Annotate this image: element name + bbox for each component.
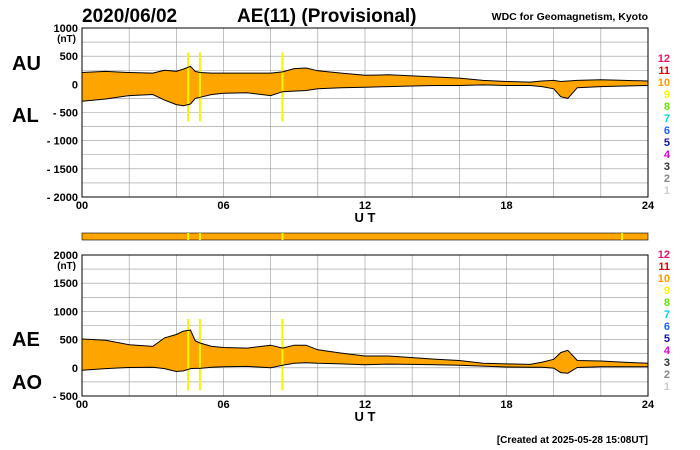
index-band-area [82,330,648,374]
au-label: AU [12,53,41,75]
legend-level-label: 5 [664,333,670,345]
y-tick-label: - 2000 [47,192,78,204]
legend-level-label: 8 [664,297,670,309]
legend-level-label: 1 [664,381,670,393]
legend-level-label: 4 [664,345,671,357]
x-tick-label: 18 [500,399,512,411]
x-axis-label: U T [355,409,376,424]
y-tick-label: - 1000 [47,136,78,148]
legend-level-label: 6 [664,321,670,333]
legend-level-label: 10 [658,273,670,285]
unit-label: (nT) [57,261,76,272]
x-tick-label: 00 [76,200,88,212]
y-tick-label: 500 [60,51,78,63]
y-tick-label: 0 [72,363,78,375]
plot-frame [81,27,649,198]
x-tick-label: 06 [217,200,229,212]
y-tick-label: 500 [60,335,78,347]
series-line-al [81,84,649,107]
y-tick-label: - 500 [53,391,78,403]
al-label: AL [12,105,39,127]
legend-level-label: 2 [664,369,670,381]
au-al-panel: 1000 500 0 - 500 - 1000 - 1500 - 2000 (nT) 00 06 1… [47,23,655,225]
x-tick-label: 00 [76,399,88,411]
created-timestamp: [Created at 2025-05-28 15:08UT] [497,435,648,446]
x-tick-label: 12 [359,200,371,212]
series-line-ao [81,362,648,374]
legend-level-label: 9 [664,285,670,297]
index-band-area [82,66,648,106]
legend-level-label: 8 [664,101,670,113]
x-tick-label: 06 [217,399,229,411]
legend-level-label: 7 [664,113,670,125]
legend-level-label: 11 [658,65,670,77]
legend-level-label: 4 [664,149,671,161]
x-tick-label: 24 [642,399,655,411]
legend-level-label: 3 [664,357,670,369]
plot-frame [81,254,649,397]
date-title: 2020/06/02 [82,6,177,27]
station-status-bar [81,232,649,241]
legend-level-label: 7 [664,309,670,321]
series-line-au [81,65,649,83]
x-tick-label: 18 [500,200,512,212]
legend-level-label: 9 [664,89,670,101]
series-line-ae [81,329,649,365]
legend-level-label: 6 [664,125,670,137]
index-title: AE(11) (Provisional) [237,6,417,27]
y-tick-label: - 1500 [47,164,78,176]
y-tick-label: - 500 [53,108,78,120]
legend-level-label: 10 [658,77,670,89]
legend-level-label: 2 [664,173,670,185]
status-bar-fill [81,232,649,241]
y-tick-label: 2000 [54,250,78,262]
legend-level-label: 1 [664,185,670,197]
legend-level-label: 11 [658,261,670,273]
y-tick-label: 1000 [54,23,78,35]
y-tick-label: 1500 [54,278,78,290]
x-tick-label: 24 [642,200,655,212]
legend-level-label: 3 [664,161,670,173]
y-tick-label: 0 [72,79,78,91]
legend-level-label: 5 [664,137,670,149]
x-axis-label: U T [355,210,376,225]
unit-label: (nT) [57,34,76,45]
y-tick-label: 1000 [54,306,78,318]
ao-label: AO [12,372,42,394]
x-tick-label: 12 [359,399,371,411]
ae-label: AE [12,329,40,351]
legend-level-label: 12 [658,249,670,261]
legend-level-label: 12 [658,53,670,65]
source-label: WDC for Geomagnetism, Kyoto [492,11,648,23]
ae-ao-panel: 2000 1500 1000 500 0 - 500 (nT) 00 06 12 18 24 U T [53,250,655,424]
